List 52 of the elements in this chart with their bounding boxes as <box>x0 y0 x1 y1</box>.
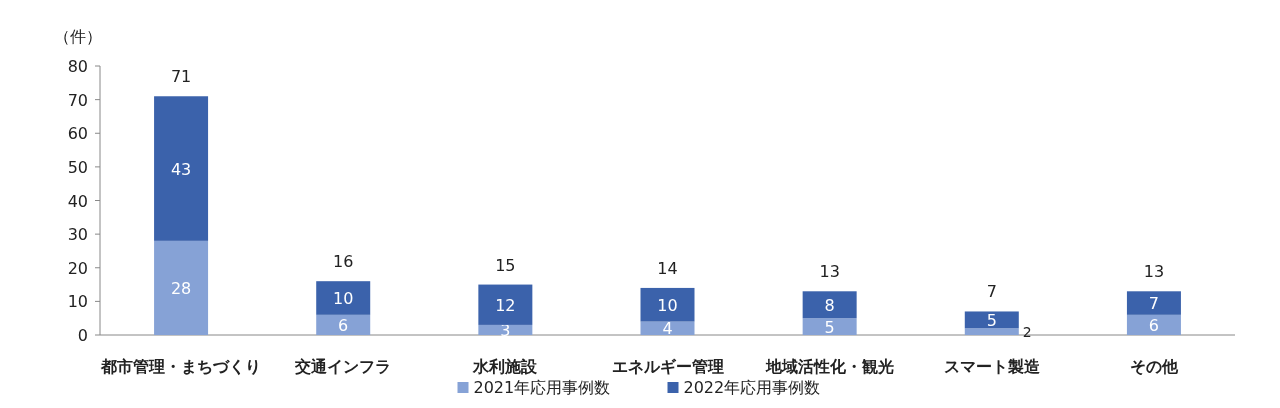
bar <box>640 287 695 322</box>
data-label: 6 <box>338 315 349 335</box>
bar <box>478 284 533 325</box>
data-label: 5 <box>824 317 835 337</box>
y-tick-label: 40 <box>67 191 88 211</box>
total-label: 7 <box>986 282 997 302</box>
bar <box>964 311 1019 329</box>
legend-label: 2022年応用事例数 <box>683 378 821 397</box>
y-tick-label: 20 <box>67 258 88 278</box>
y-tick-label: 30 <box>67 225 88 245</box>
total-label: 13 <box>819 262 840 282</box>
x-tick-label: 交通インフラ <box>294 357 392 376</box>
data-label: 6 <box>1148 315 1160 335</box>
total-label: 71 <box>170 67 192 87</box>
bar <box>316 314 371 335</box>
bar <box>964 328 1019 335</box>
bar <box>154 240 209 335</box>
bar <box>802 318 857 335</box>
data-label: 7 <box>1148 294 1160 314</box>
bar <box>316 281 371 315</box>
y-tick-label: 70 <box>67 90 88 110</box>
data-label: 10 <box>333 289 354 309</box>
data-label: 2 <box>1022 323 1032 340</box>
total-label: 16 <box>333 252 354 272</box>
x-tick-label: その他 <box>1129 357 1179 376</box>
bar <box>1126 291 1181 315</box>
data-label: 10 <box>657 295 678 315</box>
x-tick-label: 水利施設 <box>472 357 539 376</box>
legend-label: 2021年応用事例数 <box>473 378 611 397</box>
data-label: 28 <box>170 278 192 298</box>
y-axis-title: （件） <box>54 27 102 46</box>
y-tick-label: 50 <box>67 157 88 177</box>
total-label: 15 <box>495 255 516 275</box>
y-tick-label: 60 <box>67 124 88 144</box>
total-label: 13 <box>1143 262 1165 282</box>
data-label: 8 <box>824 295 835 315</box>
bar <box>802 291 857 319</box>
x-tick-label: スマート製造 <box>943 357 1041 376</box>
y-tick-label: 10 <box>67 292 88 312</box>
x-tick-label: 地域活性化・観光 <box>764 357 894 376</box>
bar <box>478 324 533 335</box>
y-tick-label: 80 <box>67 57 88 76</box>
data-label: 5 <box>986 310 997 330</box>
total-label: 14 <box>657 258 678 278</box>
bar <box>154 96 209 241</box>
y-tick-label: 0 <box>77 326 88 345</box>
data-label: 43 <box>170 159 192 179</box>
data-label: 12 <box>495 295 516 315</box>
bar <box>1126 314 1181 335</box>
x-tick-label: 都市管理・まちづくり <box>100 357 262 376</box>
data-label: 4 <box>662 319 673 339</box>
x-tick-label: エネルギー管理 <box>611 357 724 376</box>
